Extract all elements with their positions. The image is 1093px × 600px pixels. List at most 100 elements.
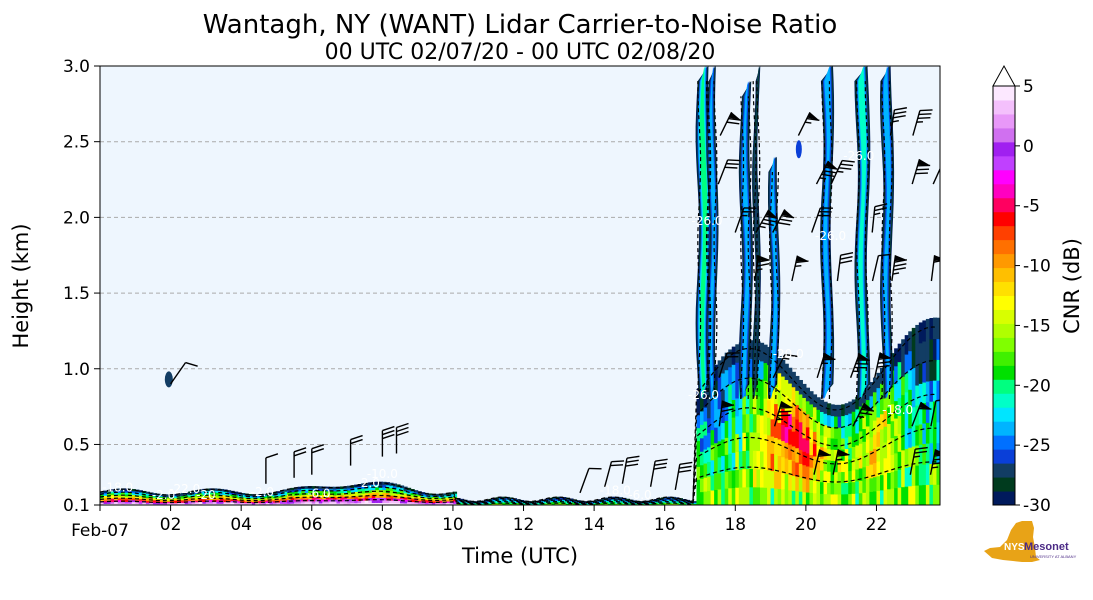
wind-barb-line: [611, 460, 625, 463]
cnr-cell: [375, 497, 380, 501]
cnr-cell: [128, 490, 133, 493]
wind-barb-line: [625, 463, 639, 467]
cnr-cell: [431, 496, 436, 499]
cnr-cell: [177, 503, 182, 505]
cnr-cell: [735, 487, 740, 505]
cnr-cell: [340, 496, 345, 500]
cnr-cell: [657, 503, 662, 505]
cnr-cell: [791, 445, 796, 462]
cnr-cell: [555, 501, 560, 503]
cnr-cell: [350, 485, 355, 489]
cnr-cell: [834, 493, 839, 505]
cnr-cell: [431, 499, 436, 502]
cnr-cell: [809, 492, 814, 505]
cnr-cell: [364, 500, 369, 504]
wind-barb-line: [825, 166, 838, 170]
cnr-cell: [784, 379, 789, 396]
cnr-cell: [876, 490, 881, 505]
cnr-cell: [336, 494, 341, 498]
cnr-cell: [696, 466, 701, 480]
cnr-cell: [364, 482, 369, 486]
cnr-cell: [897, 397, 902, 416]
colorbar-swatch: [993, 267, 1015, 283]
cnr-cell: [396, 502, 401, 505]
cnr-cell: [901, 486, 906, 505]
cnr-cell: [703, 476, 708, 492]
wind-barb-flag: [933, 255, 940, 262]
cnr-cell: [749, 486, 754, 505]
cnr-cell: [258, 499, 263, 501]
cnr-cell: [438, 503, 443, 505]
cnr-cell: [145, 503, 151, 505]
cnr-cell: [234, 502, 239, 505]
cnr-cell: [862, 466, 867, 481]
cnr-cell: [714, 411, 719, 428]
contour-line: [707, 81, 712, 400]
cnr-cell: [562, 497, 567, 499]
colorbar-tick-label: 5: [1023, 77, 1034, 97]
cnr-cell: [442, 494, 447, 497]
y-tick-label: 1.5: [63, 284, 90, 304]
wind-barb-line: [919, 109, 933, 112]
cnr-cell: [908, 350, 913, 371]
cnr-cell: [738, 396, 743, 416]
cnr-cell: [272, 492, 278, 495]
cnr-cell: [424, 496, 429, 499]
cnr-cell: [611, 501, 616, 503]
cnr-cell: [932, 338, 938, 360]
cnr-cell: [615, 498, 620, 501]
cnr-cell: [421, 492, 426, 495]
cnr-cell: [304, 488, 309, 491]
cnr-cell: [597, 501, 602, 503]
colorbar-swatch: [993, 337, 1015, 352]
cnr-cell: [424, 498, 429, 501]
cnr-cell: [216, 494, 221, 497]
cnr-cell: [198, 492, 203, 496]
cnr-cell: [565, 503, 571, 505]
cnr-cell: [812, 431, 818, 445]
cnr-cell: [724, 352, 729, 371]
wind-barb-shaft: [871, 206, 876, 233]
cnr-cell: [760, 450, 765, 470]
cnr-cell: [248, 503, 253, 505]
cnr-cell: [541, 501, 546, 503]
wind-barb-half: [759, 225, 766, 229]
cnr-cell: [400, 489, 405, 493]
colorbar: 50-5-10-15-20-25-30: [992, 64, 1051, 516]
cnr-cell: [756, 359, 761, 379]
x-tick-label: 22: [866, 515, 888, 535]
cnr-cell: [202, 497, 207, 501]
cnr-cell: [498, 499, 503, 502]
cnr-cell: [784, 395, 789, 412]
cnr-cell: [160, 497, 165, 500]
cnr-cell: [717, 392, 722, 410]
cnr-cell: [862, 415, 867, 430]
wind-barb-line: [941, 163, 954, 172]
cnr-cell: [696, 453, 701, 467]
cnr-cell: [431, 503, 436, 505]
cnr-cell: [438, 499, 443, 502]
cnr-cell: [290, 501, 295, 504]
cnr-cell: [601, 502, 606, 505]
wind-barb-line: [823, 170, 836, 174]
cnr-cell: [774, 403, 779, 422]
cnr-cell: [347, 498, 352, 502]
cnr-cell: [714, 489, 719, 505]
cnr-cell: [735, 433, 740, 453]
cnr-cell: [237, 497, 242, 500]
cnr-cell: [378, 494, 383, 498]
cnr-cell: [714, 473, 719, 491]
cnr-cell: [227, 491, 232, 495]
wind-barb-shaft: [772, 354, 786, 379]
wind-barb-flag: [728, 112, 742, 121]
cnr-cell: [227, 490, 232, 493]
wind-barb-line: [818, 454, 831, 457]
cnr-cell: [827, 414, 832, 427]
wind-barb: [734, 207, 757, 233]
cnr-cell: [223, 499, 228, 503]
cnr-cell: [738, 414, 743, 434]
cnr-cell: [167, 496, 172, 499]
wind-barb-line: [742, 211, 756, 213]
cnr-cell: [714, 442, 719, 459]
cnr-cell: [562, 503, 567, 505]
